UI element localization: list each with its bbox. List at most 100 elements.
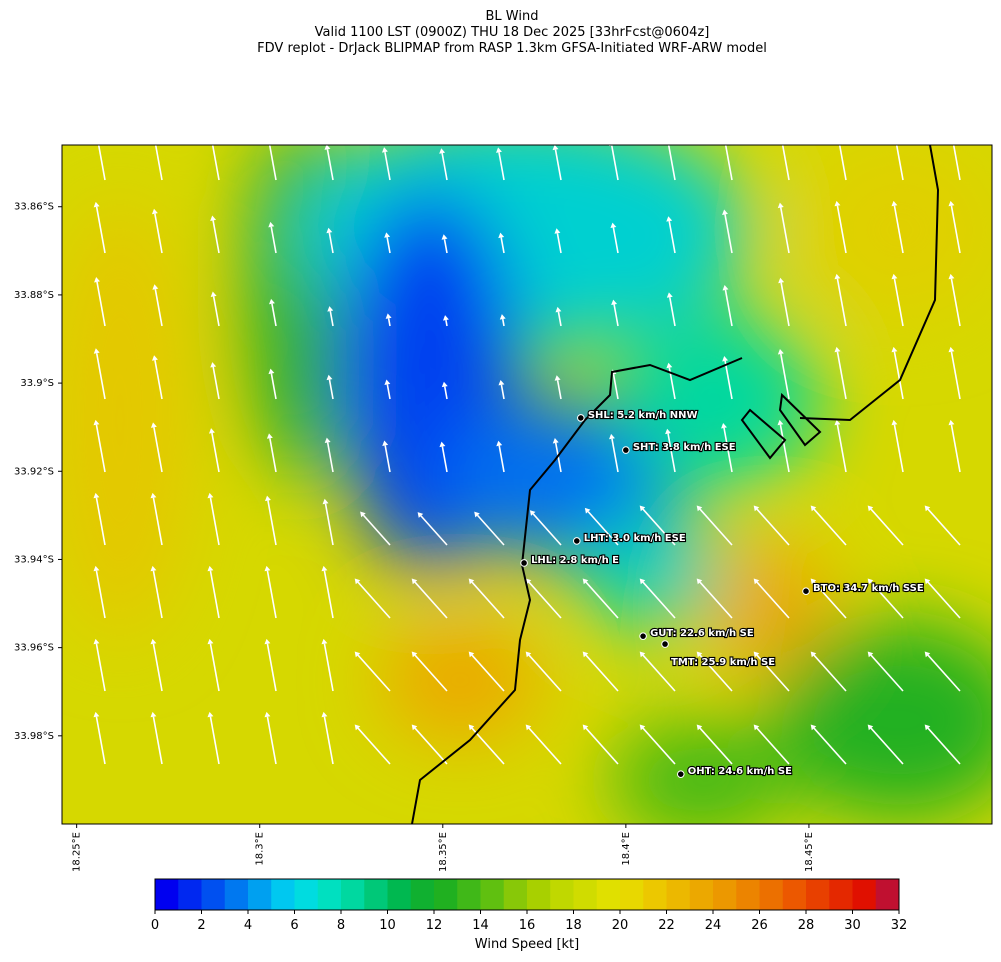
wind-arrow xyxy=(642,727,676,765)
wind-arrow xyxy=(471,727,505,765)
station-point xyxy=(661,640,669,648)
arrow-head xyxy=(611,299,618,306)
station-label: LHT: 3.0 km/h ESE xyxy=(584,533,686,544)
y-tick-label: 33.88°S xyxy=(14,290,54,301)
arrow-head xyxy=(834,200,841,207)
arrow-head xyxy=(810,505,817,512)
arrow-head xyxy=(442,315,449,321)
arrow-head xyxy=(867,578,874,585)
arrow-head xyxy=(385,313,392,319)
colorbar-tick-label: 28 xyxy=(798,918,815,933)
wind-arrow xyxy=(212,220,220,254)
arrow-head xyxy=(322,498,329,505)
colorbar-swatch xyxy=(480,879,505,910)
wind-arrow xyxy=(212,366,220,400)
colorbar-tick-label: 26 xyxy=(751,918,768,933)
wind-arrow xyxy=(269,438,277,473)
wind-arrow xyxy=(950,424,961,473)
wind-arrow xyxy=(813,727,847,765)
colorbar-swatch xyxy=(852,879,877,910)
wind-arrow xyxy=(96,281,106,327)
colorbar-tick-label: 8 xyxy=(337,918,345,933)
wind-arrow xyxy=(836,205,847,254)
arrow-head xyxy=(150,565,157,572)
arrow-head xyxy=(777,128,783,133)
wind-arrow xyxy=(209,643,220,692)
colorbar-tick-label: 14 xyxy=(472,918,489,933)
wind-arrow xyxy=(893,205,904,254)
wind-arrow xyxy=(95,570,106,619)
wind-arrow xyxy=(154,145,163,181)
arrow-head xyxy=(411,724,418,731)
wind-arrow xyxy=(212,296,220,327)
wind-arrow xyxy=(836,424,847,473)
wind-arrow xyxy=(471,654,505,692)
wind-arrow xyxy=(95,643,106,692)
x-tick-label: 18.45°E xyxy=(804,832,815,872)
arrow-head xyxy=(496,440,503,447)
arrow-head xyxy=(810,651,817,658)
arrow-head xyxy=(93,492,100,499)
wind-arrow xyxy=(152,716,163,765)
arrow-head xyxy=(525,651,532,658)
wind-arrow xyxy=(756,581,790,619)
arrow-head xyxy=(948,128,954,133)
arrow-head xyxy=(810,578,817,585)
arrow-head xyxy=(150,492,157,499)
y-tick-label: 33.9°S xyxy=(20,378,54,389)
arrow-head xyxy=(209,135,215,140)
wind-arrow xyxy=(443,239,448,254)
arrow-head xyxy=(411,578,418,585)
wind-arrow xyxy=(154,213,163,254)
wind-arrow xyxy=(612,374,619,400)
arrow-head xyxy=(93,128,99,133)
station-label: LHL: 2.8 km/h E xyxy=(531,555,619,566)
arrow-head xyxy=(150,711,157,718)
wind-arrow xyxy=(756,654,790,692)
wind-arrow xyxy=(813,654,847,692)
arrow-head xyxy=(321,638,328,645)
arrow-head xyxy=(468,724,475,731)
arrow-head xyxy=(354,651,361,658)
arrow-head xyxy=(384,232,391,238)
colorbar-swatch xyxy=(364,879,388,910)
colorbar-swatch xyxy=(271,879,295,910)
wind-arrow xyxy=(554,149,562,181)
arrow-head xyxy=(924,724,931,731)
wind-arrow xyxy=(476,514,505,546)
wind-arrow xyxy=(556,233,562,254)
title: BL Wind xyxy=(486,9,539,24)
arrow-head xyxy=(326,374,333,381)
wind-arrow xyxy=(211,432,220,473)
arrow-head xyxy=(891,273,898,280)
arrow-head xyxy=(582,651,589,658)
colorbar-swatch xyxy=(457,879,481,910)
wind-arrow xyxy=(779,424,790,473)
arrow-head xyxy=(268,368,275,375)
colorbar-swatch xyxy=(689,879,714,910)
wind-arrow xyxy=(585,581,619,619)
colorbar-swatch xyxy=(434,879,458,910)
wind-arrow xyxy=(950,351,961,400)
map-frame xyxy=(61,144,993,825)
wind-arrow xyxy=(414,654,448,692)
colorbar-tick-label: 0 xyxy=(151,918,159,933)
colorbar-swatch xyxy=(248,879,272,910)
arrow-head xyxy=(150,638,157,645)
wind-arrow xyxy=(756,508,790,546)
colorbar-swatch xyxy=(573,879,598,910)
arrow-head xyxy=(321,565,328,572)
colorbar-swatch xyxy=(875,879,900,910)
wind-arrow xyxy=(384,445,391,473)
arrow-head xyxy=(552,145,559,151)
wind-arrow xyxy=(642,508,676,546)
y-tick-label: 33.98°S xyxy=(14,731,54,742)
wind-arrow xyxy=(152,570,163,619)
wind-arrow xyxy=(357,654,391,692)
station-point xyxy=(577,414,585,422)
wind-arrow xyxy=(585,654,619,692)
wind-arrow xyxy=(500,384,505,400)
y-tick-label: 33.94°S xyxy=(14,554,54,565)
station-label: TMT: 25.9 km/h SE xyxy=(671,657,775,668)
